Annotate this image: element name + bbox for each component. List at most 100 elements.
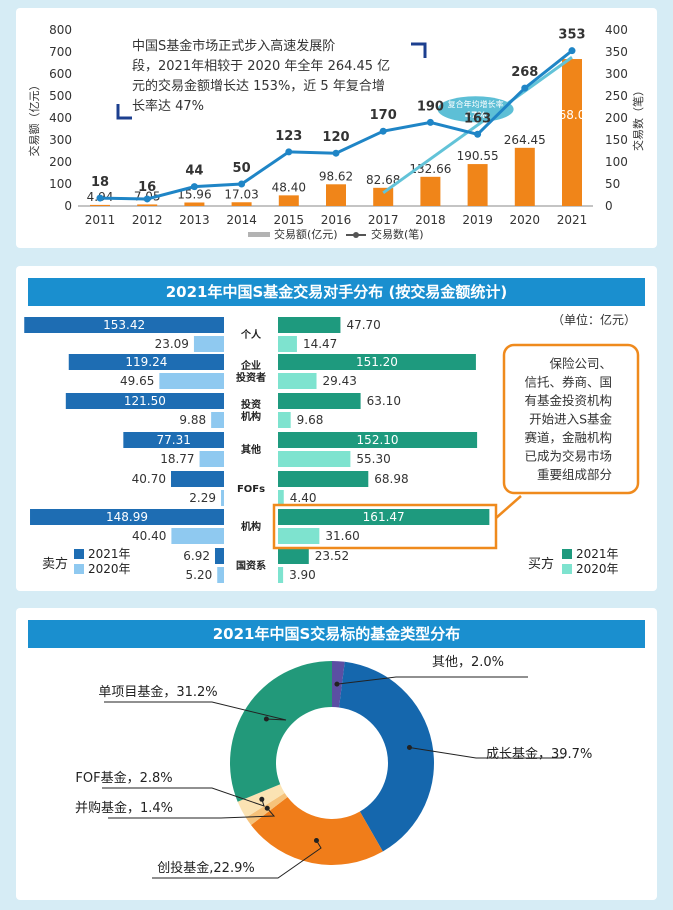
seller-bar bbox=[159, 373, 224, 389]
buyer-bar bbox=[278, 432, 478, 448]
count-value-label: 18 bbox=[91, 175, 109, 190]
buyer-label: 买方 bbox=[528, 556, 554, 572]
slice-label: FOF基金，2.8% bbox=[75, 770, 172, 786]
seller-legend-swatch bbox=[74, 549, 84, 559]
category-label: 投资者 bbox=[236, 371, 266, 384]
x-tick-label: 2021 bbox=[557, 213, 588, 227]
seller-bar bbox=[199, 451, 224, 467]
seller-bar bbox=[211, 412, 224, 428]
trend-panel: 0 100 200 300 400 500 600 700 800 0 50 100 150 200 250… bbox=[16, 8, 657, 248]
buyer-bar-value: 63.10 bbox=[367, 394, 401, 408]
x-tick-label: 2019 bbox=[462, 213, 493, 227]
seller-legend-label: 2021年 bbox=[88, 547, 131, 561]
buyer-bar bbox=[278, 548, 309, 564]
count-point bbox=[143, 195, 151, 203]
leader-dot bbox=[313, 837, 319, 843]
buyer-bar bbox=[278, 412, 291, 428]
seller-bar-value: 40.70 bbox=[132, 472, 166, 486]
y-left-tick-label: 100 bbox=[49, 177, 72, 191]
count-value-label: 120 bbox=[322, 130, 349, 145]
fund-type-chart: 其他，2.0% 成长基金，39.7% 创投基金,22.9% 并购基金，1.4% FOF基… bbox=[75, 655, 592, 879]
buyer-bar-value: 9.68 bbox=[297, 413, 324, 427]
leader-dot bbox=[259, 796, 265, 802]
seller-bar-value: 9.88 bbox=[179, 413, 206, 427]
buyer-bar bbox=[278, 354, 476, 370]
y-left-tick-label: 0 bbox=[64, 199, 72, 213]
buyer-bar-value: 55.30 bbox=[356, 452, 390, 466]
y-right-tick-label: 200 bbox=[605, 111, 628, 125]
callout-box bbox=[502, 343, 640, 495]
y-left-tick-label: 200 bbox=[49, 155, 72, 169]
x-tick-label: 2017 bbox=[368, 213, 399, 227]
count-point bbox=[285, 148, 293, 156]
buyer-bar-value: 23.52 bbox=[315, 549, 349, 563]
count-value-label: 353 bbox=[558, 28, 585, 43]
buyer-bar-value: 68.98 bbox=[374, 472, 408, 486]
slice-label: 单项目基金，31.2% bbox=[98, 684, 217, 700]
count-point bbox=[379, 127, 387, 135]
seller-bar bbox=[217, 567, 224, 583]
y-left-axis-label: 交易额（亿元） bbox=[27, 80, 41, 157]
seller-bar-value: 153.42 bbox=[103, 318, 145, 332]
count-point bbox=[190, 183, 198, 191]
y-left-tick-label: 700 bbox=[49, 45, 72, 59]
y-right-tick-label: 0 bbox=[605, 199, 613, 213]
bar-value-label: 190.55 bbox=[457, 149, 499, 163]
counterparty-chart: （单位：亿元）个人企业投资者投资机构其他FOFs机构国资系153.42119.2… bbox=[24, 312, 640, 583]
leader-line bbox=[152, 840, 322, 879]
category-label: 国资系 bbox=[236, 559, 266, 572]
callout-text: 重要组成部分 bbox=[537, 467, 612, 482]
annotation-text: 元的交易金额增长达 153%，近 5 年复合增 bbox=[132, 78, 385, 94]
donut-slice bbox=[251, 797, 383, 865]
donut-slice bbox=[229, 661, 332, 802]
seller-bar bbox=[221, 490, 224, 506]
count-point bbox=[521, 84, 529, 92]
y-left-tick-label: 500 bbox=[49, 89, 72, 103]
seller-bar bbox=[30, 509, 225, 525]
bar bbox=[420, 176, 441, 206]
buyer-legend-label: 2020年 bbox=[576, 562, 619, 576]
seller-bar-value: 121.50 bbox=[124, 394, 166, 408]
seller-bar bbox=[171, 528, 224, 544]
bar bbox=[326, 184, 346, 206]
bar bbox=[562, 59, 582, 207]
seller-bar-value: 23.09 bbox=[155, 337, 189, 351]
seller-bar-value: 49.65 bbox=[120, 374, 154, 388]
count-value-label: 44 bbox=[185, 164, 203, 179]
count-point bbox=[568, 47, 576, 55]
bar bbox=[90, 204, 110, 206]
buyer-legend-swatch bbox=[562, 564, 572, 574]
x-tick-label: 2013 bbox=[179, 213, 210, 227]
buyer-bar-value: 29.43 bbox=[323, 374, 357, 388]
seller-bar-value: 5.20 bbox=[186, 568, 213, 582]
count-value-label: 170 bbox=[370, 108, 397, 123]
legend-line-label: 交易数(笔) bbox=[371, 227, 424, 241]
fund-type-title: 2021年中国S交易标的基金类型分布 bbox=[28, 620, 645, 648]
leader-dot bbox=[263, 716, 269, 722]
count-value-label: 50 bbox=[233, 161, 251, 176]
counterparty-title: 2021年中国S基金交易对手分布 (按交易金额统计) bbox=[28, 278, 645, 306]
callout-text: 有基金投资机构 bbox=[524, 393, 612, 408]
trend-chart: 0 100 200 300 400 500 600 700 800 0 50 100 150 200 250… bbox=[27, 23, 645, 241]
annotation-text: 长率达 47% bbox=[132, 98, 204, 114]
seller-label: 卖方 bbox=[42, 556, 68, 572]
slice-label: 成长基金，39.7% bbox=[486, 746, 592, 762]
buyer-bar bbox=[278, 509, 490, 525]
count-value-label: 163 bbox=[464, 111, 491, 126]
buyer-bar-value: 3.90 bbox=[289, 568, 316, 582]
category-label: 投资 bbox=[241, 398, 261, 411]
y-right-tick-label: 150 bbox=[605, 133, 628, 147]
bar bbox=[278, 195, 299, 206]
buyer-bar bbox=[278, 451, 351, 467]
x-tick-label: 2016 bbox=[321, 213, 352, 227]
trend-label-text: 复合年均增长率 bbox=[448, 99, 504, 109]
annotation-corner-tr bbox=[411, 42, 427, 58]
y-right-tick-label: 300 bbox=[605, 67, 628, 81]
seller-bar bbox=[171, 471, 224, 487]
slice-label: 创投基金,22.9% bbox=[157, 860, 254, 876]
x-tick-label: 2020 bbox=[510, 213, 541, 227]
bar bbox=[373, 187, 394, 206]
y-left-tick-label: 400 bbox=[49, 111, 72, 125]
buyer-bar bbox=[278, 528, 320, 544]
leader-line bbox=[104, 701, 287, 721]
